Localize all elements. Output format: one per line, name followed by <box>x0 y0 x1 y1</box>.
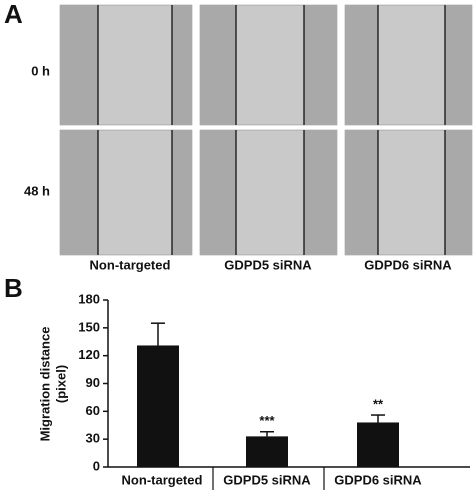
panel-label: A <box>4 0 23 29</box>
error-bar <box>260 430 274 437</box>
column-label: GDPD6 siRNA <box>364 257 452 272</box>
y-axis-title-line: Migration distance <box>37 327 52 442</box>
significance-label: ** <box>373 396 384 411</box>
y-tick-label: 120 <box>78 347 100 362</box>
y-tick-label: 150 <box>78 319 100 334</box>
error-bar <box>151 322 165 346</box>
y-tick-label: 30 <box>86 431 100 446</box>
y-axis-title-line: (pixel) <box>53 365 68 403</box>
error-bar <box>371 414 385 423</box>
bar <box>137 345 179 467</box>
row-label: 48 h <box>24 183 50 198</box>
x-tick-label: Non-targeted <box>122 472 203 487</box>
bar <box>246 436 288 467</box>
panel-label: B <box>4 273 23 303</box>
micrographs <box>59 4 473 256</box>
row-label: 0 h <box>31 63 50 78</box>
x-tick-label: GDPD6 siRNA <box>334 472 422 487</box>
y-tick-label: 180 <box>78 291 100 306</box>
significance-label: *** <box>259 413 275 428</box>
y-tick-label: 60 <box>86 403 100 418</box>
column-label: Non-targeted <box>90 257 171 272</box>
y-axis-title: Migration distance (pixel) <box>37 327 68 442</box>
x-tick-label: GDPD5 siRNA <box>223 472 311 487</box>
bar <box>357 422 399 467</box>
y-tick-label: 90 <box>86 375 100 390</box>
column-label: GDPD5 siRNA <box>224 257 312 272</box>
y-tick-label: 0 <box>93 458 100 473</box>
